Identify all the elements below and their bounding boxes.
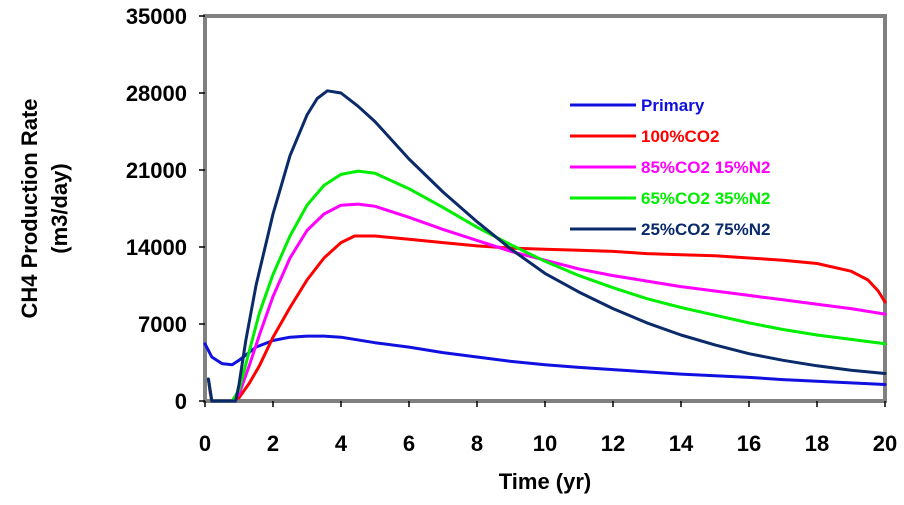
axis-ticks: 0 2 4 6 8 10 12 14 16 18 20 0 7000 14000 21000 28000 350… [126, 4, 897, 456]
legend-label: 65%CO2 35%N2 [641, 189, 770, 208]
y-tick-label: 21000 [126, 158, 187, 183]
x-tick-label: 18 [805, 431, 829, 456]
x-tick-label: 6 [403, 431, 415, 456]
series-line [206, 169, 887, 403]
y-axis-title-line: (m3/day) [47, 163, 72, 253]
x-tick-label: 2 [267, 431, 279, 456]
x-tick-label: 16 [737, 431, 761, 456]
x-tick-label: 8 [471, 431, 483, 456]
y-axis-title-line: CH4 Production Rate [17, 98, 42, 318]
y-tick-label: 0 [175, 389, 187, 414]
legend: Primary 100%CO2 85%CO2 15%N2 65%CO2 35%N2 25… [570, 96, 770, 239]
y-axis-title: CH4 Production Rate (m3/day) [17, 98, 72, 318]
y-tick-label: 14000 [126, 235, 187, 260]
series-line [206, 89, 887, 403]
plot-area-frame [203, 14, 887, 403]
x-tick-label: 20 [873, 431, 897, 456]
y-tick-label: 35000 [126, 4, 187, 29]
x-tick-label: 4 [335, 431, 348, 456]
y-tick-label: 7000 [138, 312, 187, 337]
legend-label: 85%CO2 15%N2 [641, 158, 770, 177]
legend-label: 100%CO2 [641, 127, 719, 146]
series-lines [203, 89, 887, 403]
x-tick-label: 0 [199, 431, 211, 456]
series-line [206, 202, 887, 403]
y-tick-label: 28000 [126, 81, 187, 106]
x-axis-title: Time (yr) [499, 469, 592, 494]
series-line [206, 234, 887, 403]
x-tick-label: 10 [533, 431, 557, 456]
legend-label: Primary [641, 96, 705, 115]
legend-label: 25%CO2 75%N2 [641, 220, 770, 239]
x-tick-label: 14 [669, 431, 694, 456]
x-tick-label: 12 [601, 431, 625, 456]
